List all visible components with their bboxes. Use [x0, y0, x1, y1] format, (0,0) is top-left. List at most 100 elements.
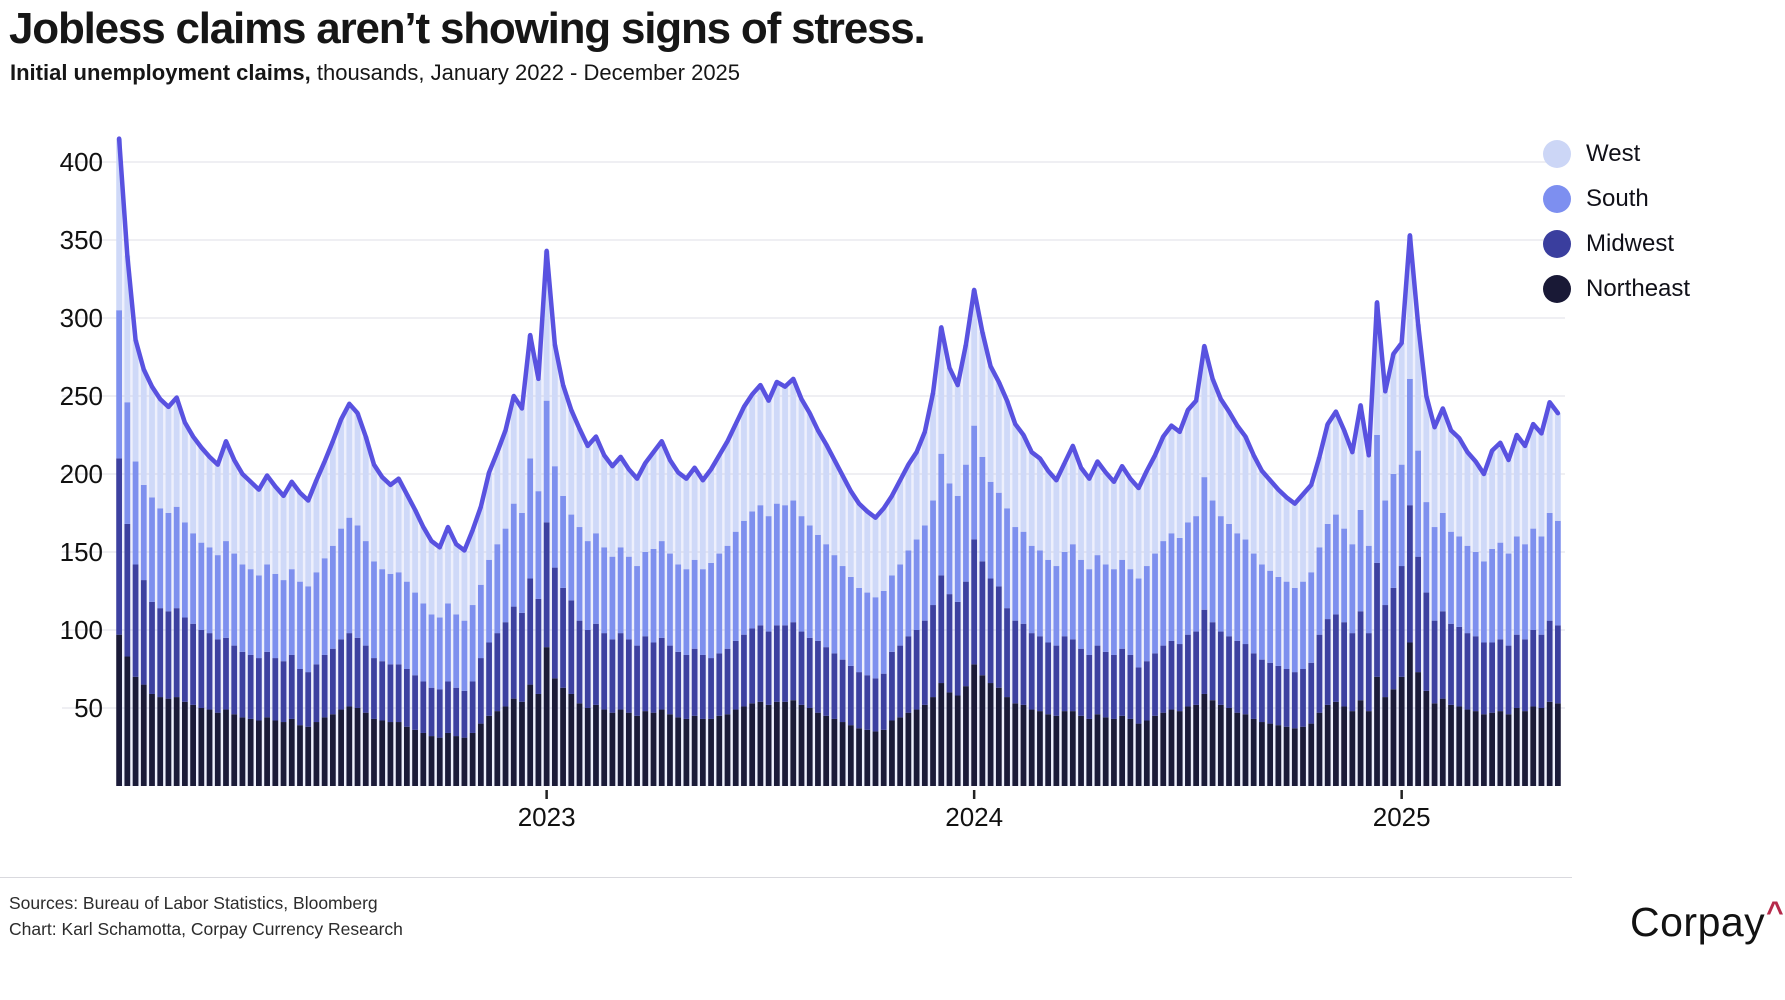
- bar-segment-northeast: [305, 726, 312, 786]
- bar-segment-northeast: [897, 717, 904, 786]
- bar-segment-west: [609, 466, 616, 557]
- x-tick-label: 2024: [945, 802, 1003, 832]
- bar-segment-west: [1555, 413, 1561, 521]
- bar-segment-south: [675, 564, 682, 652]
- bar-segment-west: [1185, 410, 1191, 523]
- bar-segment-south: [617, 547, 624, 634]
- bar-segment-south: [584, 541, 591, 630]
- bar-segment-west: [880, 508, 887, 591]
- bar-segment-south: [477, 584, 484, 659]
- bar-segment-northeast: [420, 732, 427, 786]
- subtitle-bold: Initial unemployment claims,: [10, 60, 311, 85]
- bar-segment-midwest: [1423, 592, 1430, 691]
- bar-segment-west: [568, 410, 575, 515]
- bar-segment-northeast: [214, 712, 221, 786]
- bar-segment-northeast: [428, 736, 435, 786]
- bar-segment-west: [1522, 445, 1528, 545]
- bar-segment-west: [1324, 424, 1331, 524]
- bar-segment-midwest: [182, 617, 188, 702]
- bar-segment-midwest: [691, 648, 698, 716]
- bar-segment-northeast: [551, 678, 558, 786]
- bar-segment-west: [1209, 378, 1216, 501]
- bar-segment-northeast: [568, 693, 575, 786]
- bar-segment-south: [806, 525, 813, 638]
- bar-segment-south: [445, 603, 451, 682]
- bar-segment-northeast: [1333, 701, 1339, 786]
- bar-segment-south: [1365, 545, 1372, 634]
- bar-segment-west: [921, 431, 928, 526]
- bar-segment-northeast: [1456, 706, 1463, 786]
- bar-segment-west: [897, 480, 904, 565]
- bar-segment-midwest: [1069, 639, 1076, 712]
- bar-segment-midwest: [1102, 651, 1109, 718]
- bar-segment-west: [1111, 481, 1117, 570]
- bar-segment-northeast: [625, 712, 632, 786]
- bar-segment-west: [815, 430, 821, 535]
- bar-segment-south: [297, 581, 303, 669]
- bar-segment-south: [642, 552, 649, 637]
- bar-segment-south: [979, 456, 986, 562]
- bar-segment-midwest: [650, 642, 657, 713]
- bar-segment-midwest: [815, 640, 821, 713]
- bar-segment-northeast: [157, 697, 164, 786]
- bar-segment-midwest: [617, 633, 624, 710]
- bar-segment-west: [675, 472, 682, 565]
- bar-segment-northeast: [1530, 706, 1537, 786]
- bar-segment-west: [288, 481, 295, 570]
- bar-segment-midwest: [921, 620, 928, 705]
- bar-segment-west: [157, 399, 164, 509]
- bar-segment-northeast: [773, 701, 780, 786]
- bar-segment-south: [1538, 536, 1545, 635]
- bar-segment-south: [568, 514, 575, 601]
- bar-segment-midwest: [724, 648, 731, 715]
- bar-segment-northeast: [1004, 697, 1010, 786]
- bar-segment-northeast: [1119, 715, 1126, 786]
- bar-segment-midwest: [1094, 645, 1101, 715]
- bar-segment-midwest: [806, 637, 813, 708]
- bar-segment-northeast: [149, 693, 155, 786]
- bar-segment-west: [1045, 470, 1052, 560]
- legend-swatch-northeast: [1543, 275, 1571, 303]
- bar-segment-south: [173, 506, 180, 609]
- bar-segment-midwest: [1086, 654, 1093, 719]
- bar-segment-south: [140, 484, 147, 581]
- bar-segment-west: [732, 424, 739, 532]
- corpay-logo-text: Corpay: [1630, 899, 1766, 945]
- bar-segment-midwest: [469, 681, 476, 733]
- bar-segment-south: [593, 533, 599, 624]
- bar-segment-northeast: [847, 725, 854, 786]
- bar-segment-northeast: [872, 731, 879, 786]
- bar-segment-south: [987, 481, 994, 579]
- bar-segment-midwest: [1522, 639, 1528, 712]
- legend-swatch-south: [1543, 185, 1571, 213]
- bar-segment-west: [1513, 435, 1520, 537]
- bar-segment-midwest: [683, 654, 690, 719]
- bar-segment-west: [741, 406, 747, 521]
- bar-segment-midwest: [313, 664, 320, 723]
- bar-segment-south: [1398, 464, 1405, 567]
- bar-segment-midwest: [773, 625, 780, 702]
- bar-segment-midwest: [905, 636, 912, 713]
- bar-segment-northeast: [1201, 693, 1208, 786]
- bar-segment-northeast: [379, 720, 386, 786]
- bar-segment-northeast: [905, 712, 912, 786]
- bar-segment-midwest: [297, 669, 303, 726]
- bar-segment-south: [453, 614, 460, 688]
- bar-segment-west: [362, 436, 369, 542]
- bar-segment-midwest: [412, 675, 418, 730]
- bar-segment-midwest: [1448, 623, 1454, 705]
- bar-segment-west: [1374, 302, 1380, 435]
- bar-segment-midwest: [1078, 648, 1084, 716]
- bar-segment-south: [1069, 544, 1076, 640]
- bar-segment-midwest: [510, 606, 517, 699]
- bar-segment-south: [601, 547, 608, 634]
- bar-segment-west: [527, 335, 534, 459]
- bar-segment-west: [190, 436, 196, 534]
- bar-segment-west: [913, 452, 920, 540]
- bar-segment-west: [551, 344, 558, 467]
- bar-segment-midwest: [847, 665, 854, 726]
- bar-segment-west: [1382, 391, 1389, 501]
- bar-segment-midwest: [1283, 669, 1290, 727]
- bar-segment-midwest: [436, 689, 443, 738]
- bar-segment-west: [1456, 438, 1463, 537]
